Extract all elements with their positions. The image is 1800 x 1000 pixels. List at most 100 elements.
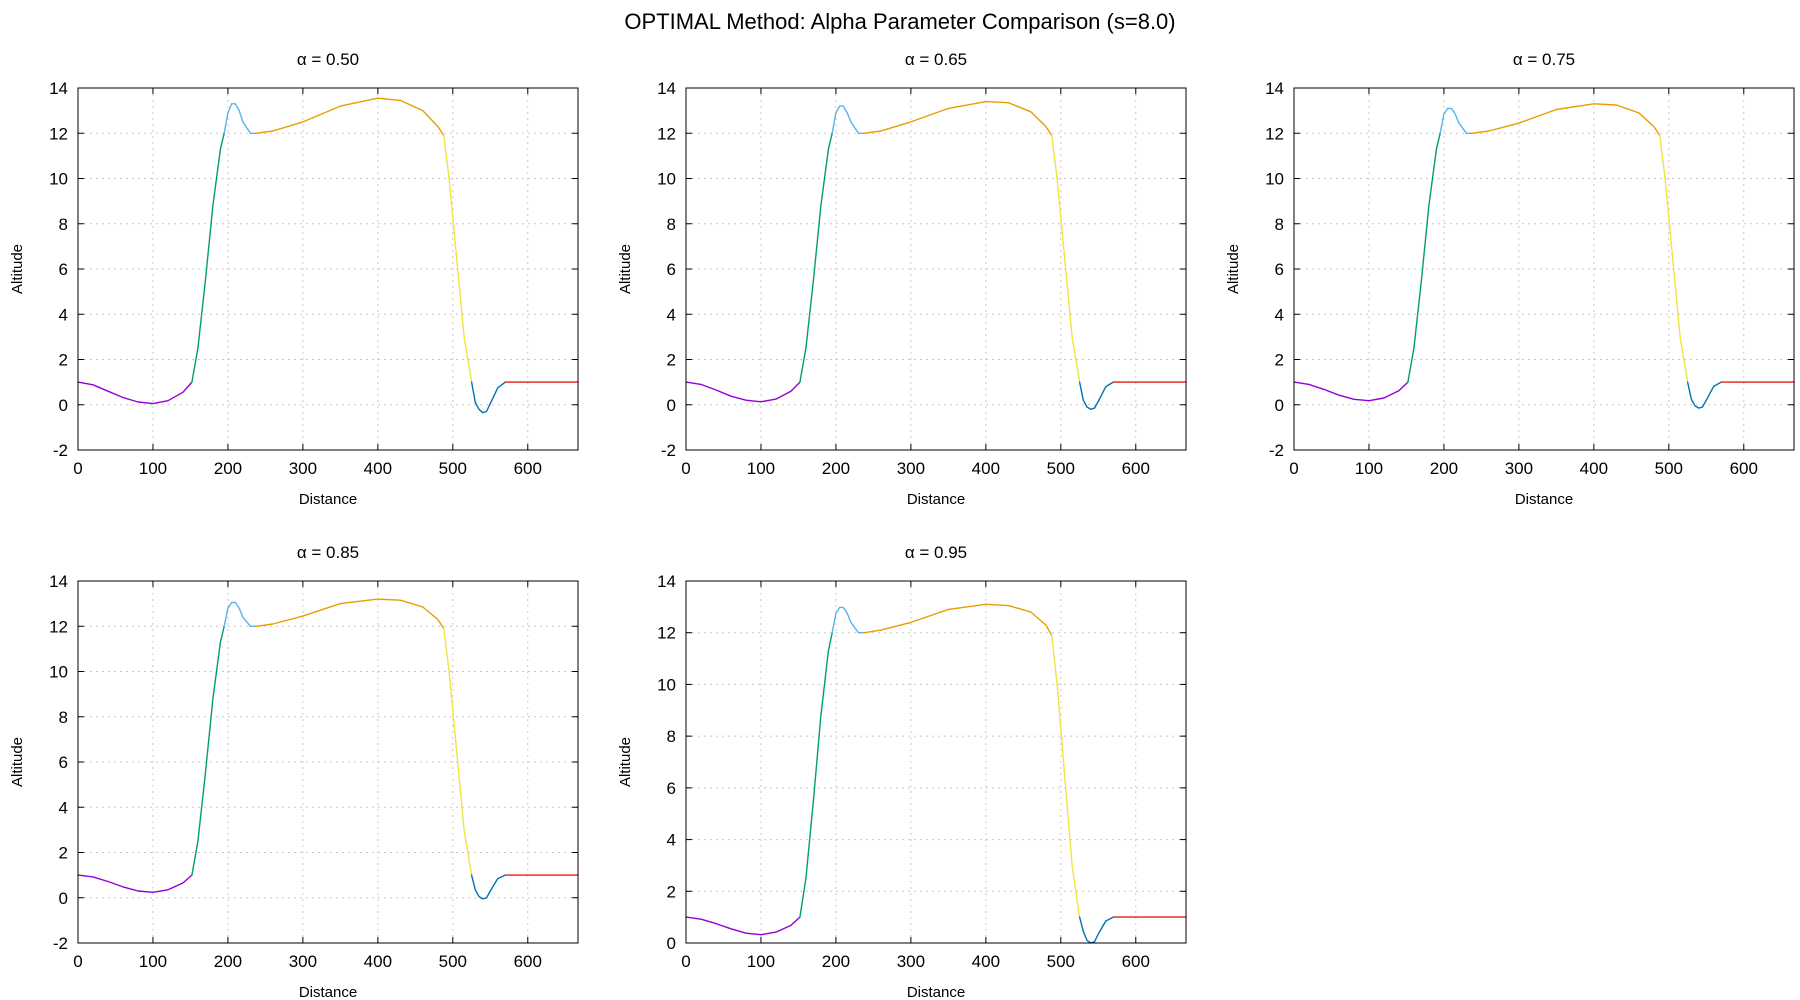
x-tick-label: 300 xyxy=(1505,459,1533,478)
x-tick-label: 100 xyxy=(747,952,775,971)
profile-segment-green xyxy=(1407,132,1441,383)
profile-segment-orange xyxy=(863,603,1053,636)
y-tick-label: 14 xyxy=(1265,79,1284,98)
x-tick-label: 300 xyxy=(289,952,317,971)
x-tick-label: 200 xyxy=(822,952,850,971)
x-tick-label: 400 xyxy=(972,459,1000,478)
y-tick-label: 10 xyxy=(1265,170,1284,189)
y-axis-label: Altitude xyxy=(1225,244,1242,294)
x-tick-label: 600 xyxy=(1730,459,1758,478)
y-tick-label: -2 xyxy=(53,934,68,953)
x-tick-label: 100 xyxy=(139,952,167,971)
x-axis-label: Distance xyxy=(907,491,965,508)
profile-segment-blue xyxy=(1686,381,1722,409)
subplot-title: α = 0.50 xyxy=(297,50,359,69)
x-tick-label: 100 xyxy=(1355,459,1383,478)
profile-segment-purple xyxy=(77,874,193,893)
x-tick-label: 300 xyxy=(897,952,925,971)
y-tick-label: 8 xyxy=(1275,215,1284,234)
profile-segment-purple xyxy=(77,381,193,405)
plot-frame xyxy=(77,580,579,944)
profile-segment-cyan xyxy=(1439,107,1474,134)
y-tick-label: 8 xyxy=(59,708,68,727)
y-tick-label: 0 xyxy=(667,396,676,415)
x-axis-label: Distance xyxy=(907,984,965,1000)
y-tick-label: 8 xyxy=(667,215,676,234)
y-tick-label: 2 xyxy=(667,351,676,370)
x-tick-label: 400 xyxy=(364,459,392,478)
x-tick-label: 500 xyxy=(439,952,467,971)
subplot-title: α = 0.85 xyxy=(297,543,359,562)
subplot-title: α = 0.95 xyxy=(905,543,967,562)
y-axis-label: Altitude xyxy=(9,244,26,294)
plot-frame xyxy=(77,87,579,451)
y-tick-label: 0 xyxy=(1275,396,1284,415)
y-tick-label: 10 xyxy=(657,675,676,694)
x-tick-label: 100 xyxy=(139,459,167,478)
profile-segment-blue xyxy=(1078,916,1114,944)
y-tick-label: 12 xyxy=(1265,124,1284,143)
subplot-1: α = 0.50 0 100 200 300 400 500 600 -2 0 2 4 6 8 10 12 14… xyxy=(9,50,579,508)
y-tick-label: 14 xyxy=(657,79,676,98)
profile-segment-yellow xyxy=(443,627,473,876)
plot-frame xyxy=(1293,87,1795,451)
y-tick-label: 4 xyxy=(1275,305,1284,324)
profile-segment-orange xyxy=(863,100,1053,137)
profile-segment-green xyxy=(191,132,225,383)
y-tick-label: 8 xyxy=(59,215,68,234)
profile-segment-blue xyxy=(470,874,506,900)
x-tick-label: 600 xyxy=(514,952,542,971)
subplot-4: α = 0.85 0 100 200 300 400 500 600 -2 0 2 4 6 8 10 12 14… xyxy=(9,543,579,1000)
figure-title: OPTIMAL Method: Alpha Parameter Comparis… xyxy=(624,9,1175,34)
y-tick-label: -2 xyxy=(661,441,676,460)
y-tick-label: 6 xyxy=(667,260,676,279)
y-tick-label: 10 xyxy=(49,170,68,189)
y-tick-label: 10 xyxy=(49,663,68,682)
y-tick-label: 12 xyxy=(657,624,676,643)
profile-segment-purple xyxy=(685,381,801,403)
x-tick-label: 500 xyxy=(1047,459,1075,478)
profile-segment-green xyxy=(191,625,225,876)
y-tick-label: 14 xyxy=(49,572,68,591)
subplot-2: α = 0.65 0 100 200 300 400 500 600 -2 0 2 4 6 8 10 12 14… xyxy=(617,50,1187,508)
y-tick-label: -2 xyxy=(53,441,68,460)
profile-segment-orange xyxy=(255,598,445,630)
y-tick-label: -2 xyxy=(1269,441,1284,460)
y-tick-label: 8 xyxy=(667,727,676,746)
x-tick-label: 500 xyxy=(439,459,467,478)
y-tick-label: 4 xyxy=(59,798,68,817)
profile-segment-green xyxy=(799,632,833,918)
profile-segment-yellow xyxy=(1051,134,1081,383)
subplot-title: α = 0.75 xyxy=(1513,50,1575,69)
x-tick-label: 400 xyxy=(972,952,1000,971)
profile-segment-purple xyxy=(1293,381,1409,402)
y-tick-label: 0 xyxy=(667,934,676,953)
y-tick-label: 2 xyxy=(59,351,68,370)
subplot-title: α = 0.65 xyxy=(905,50,967,69)
y-axis-label: Altitude xyxy=(617,244,634,294)
profile-segment-blue xyxy=(470,381,506,414)
y-tick-label: 4 xyxy=(667,305,676,324)
x-tick-label: 600 xyxy=(1122,459,1150,478)
plot-frame xyxy=(685,580,1187,944)
y-axis-label: Altitude xyxy=(617,737,634,787)
x-tick-label: 300 xyxy=(897,459,925,478)
x-tick-label: 200 xyxy=(1430,459,1458,478)
y-tick-label: 2 xyxy=(667,882,676,901)
y-tick-label: 4 xyxy=(59,305,68,324)
subplot-grid: α = 0.500 100 200 300 400 500 600-202468101214… xyxy=(9,50,1795,1000)
y-tick-label: 12 xyxy=(49,124,68,143)
y-tick-label: 14 xyxy=(657,572,676,591)
profile-segment-blue xyxy=(1078,381,1114,410)
x-tick-label: 600 xyxy=(1122,952,1150,971)
y-tick-label: 6 xyxy=(59,753,68,772)
profile-segment-cyan xyxy=(831,105,866,134)
y-tick-label: 2 xyxy=(59,844,68,863)
plot-frame xyxy=(685,87,1187,451)
y-tick-label: 0 xyxy=(59,889,68,908)
profile-segment-green xyxy=(799,132,833,383)
y-tick-label: 12 xyxy=(49,617,68,636)
profile-segment-purple xyxy=(685,916,801,936)
